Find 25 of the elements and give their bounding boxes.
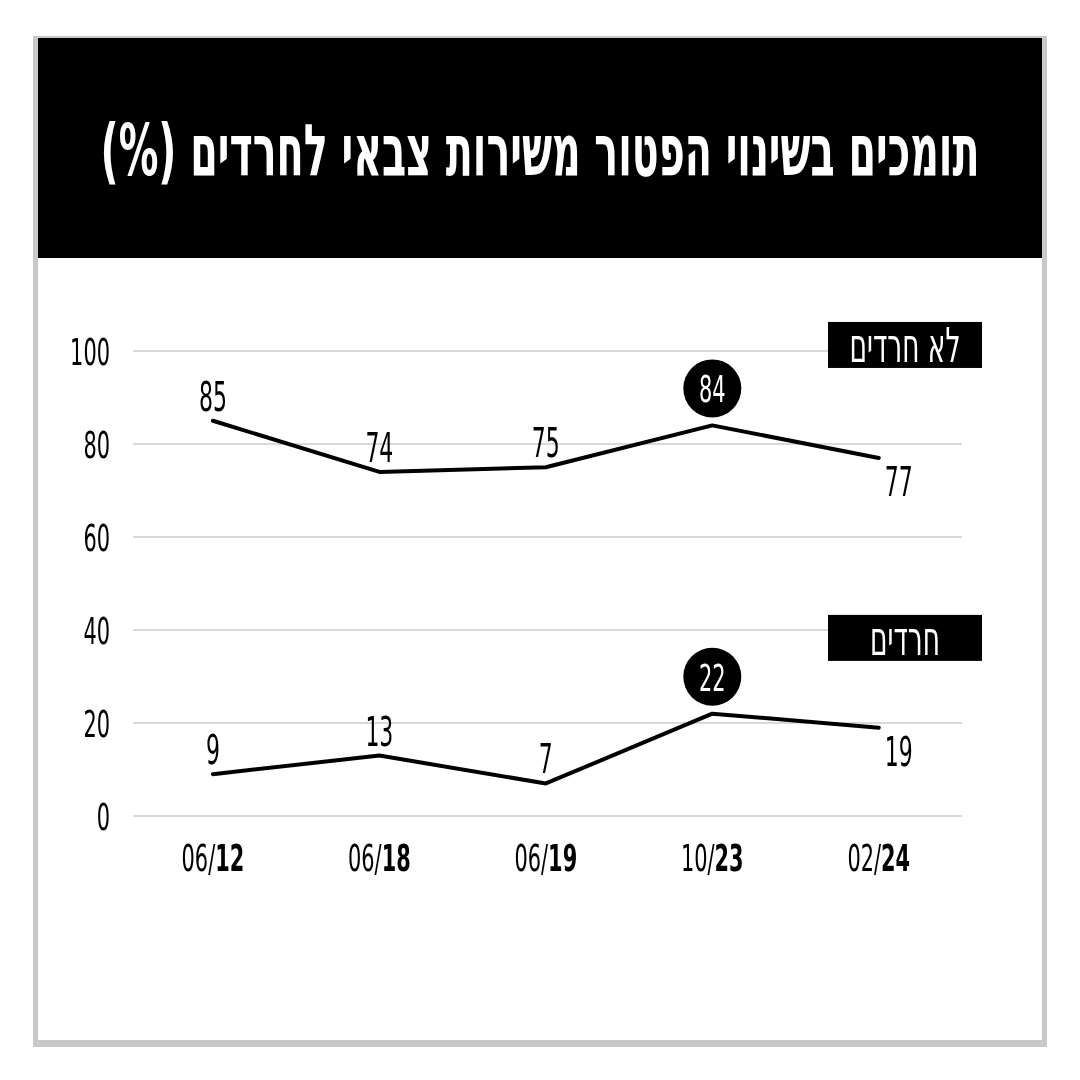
data-label: 7 [538,736,553,784]
x-tick-label: 02/24 [847,836,911,880]
x-tick-label: 06/19 [514,836,578,880]
chart-title: תומכים בשינוי הפטור משירות צבאי לחרדים (%) [100,108,980,193]
annotation: 84 [699,367,726,412]
data-label: 75 [531,420,560,468]
data-label: 74 [365,424,394,472]
y-tick-label: 20 [83,702,110,746]
x-tick-label: 10/23 [680,836,744,880]
x-tick-label: 06/12 [181,836,245,880]
x-tick-label: 06/18 [348,836,411,880]
data-label: 13 [365,708,394,756]
annotation: 22 [699,656,726,700]
data-label: 85 [198,373,227,421]
data-label: 77 [884,458,913,506]
series-label: חרדים [870,610,940,667]
y-tick-label: 40 [83,609,110,653]
y-tick-label: 60 [83,516,110,560]
series-label: לא חרדים [849,317,961,374]
y-tick-label: 0 [96,795,110,839]
data-label: 19 [884,728,913,776]
line-series [210,418,881,474]
y-tick-label: 80 [83,423,110,467]
data-label: 9 [205,726,220,775]
y-tick-label: 100 [70,330,110,374]
